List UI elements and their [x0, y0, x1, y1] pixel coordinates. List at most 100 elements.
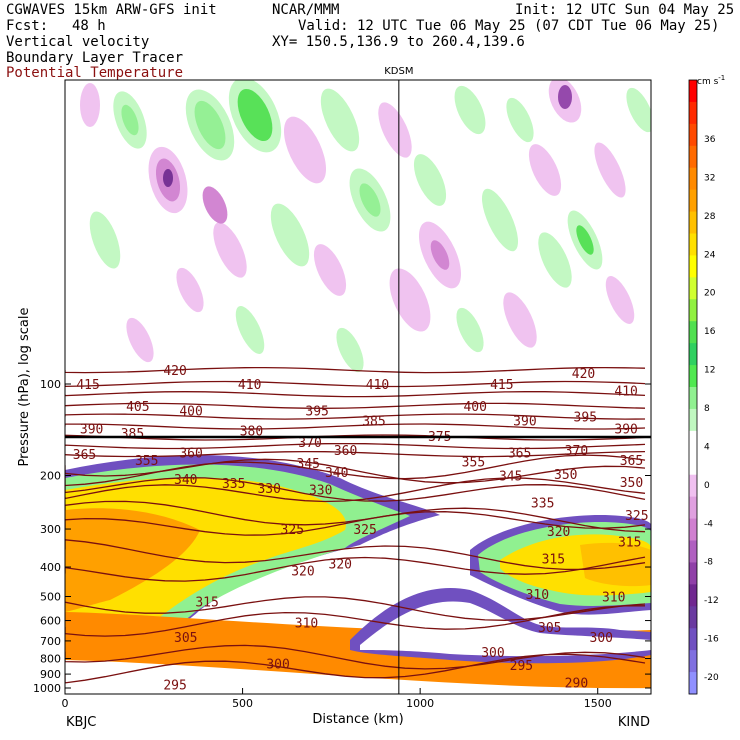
station-marker-label: KDSM: [384, 66, 413, 77]
y-tick-label: 500: [40, 590, 61, 603]
theta-label: 405: [126, 400, 149, 415]
colorbar-swatch: [689, 233, 697, 256]
theta-label: 395: [574, 411, 597, 426]
theta-label: 305: [538, 621, 561, 636]
theta-label: 290: [565, 677, 588, 692]
colorbar-label: -12: [704, 596, 719, 606]
x-tick-label: 0: [62, 697, 69, 710]
theta-label: 350: [554, 468, 577, 483]
colorbar-swatch: [689, 452, 697, 476]
theta-label: 300: [481, 646, 504, 661]
x-tick-label: 1000: [406, 697, 434, 710]
init-time: Init: 12 UTC Sun 04 May 25: [515, 2, 735, 18]
theta-label: 340: [174, 473, 197, 488]
theta-label: 315: [195, 596, 218, 611]
field-boundary-layer-tracer: Boundary Layer Tracer: [6, 50, 184, 66]
theta-label: 420: [572, 367, 595, 382]
theta-label: 390: [513, 415, 536, 430]
theta-contour: [65, 454, 646, 487]
theta-label: 305: [174, 631, 197, 646]
colorbar-label: 0: [704, 481, 710, 491]
theta-label: 325: [625, 509, 648, 524]
theta-contour: [65, 391, 646, 398]
colorbar-swatch: [689, 321, 697, 344]
theta-label: 410: [366, 378, 389, 393]
x-axis: 0 500 1000 1500: [62, 688, 612, 710]
colorbar-swatch: [689, 167, 697, 191]
colorbar: 36 32 28 24 20 16 12 8 4 0 -4 -8 -12 -16 -20: [688, 79, 719, 695]
theta-label: 335: [531, 496, 554, 511]
theta-label: 385: [362, 415, 385, 430]
plot-frame: [64, 79, 652, 695]
theta-label: 325: [281, 523, 304, 538]
theta-label: 385: [121, 427, 144, 442]
theta-label: 350: [620, 476, 643, 491]
potential-temperature-labels: 415 420 410 415 420 410 405 400 410 395 400 395 390 3…: [73, 364, 649, 694]
theta-label: 360: [334, 444, 357, 459]
valid-time: Valid: 12 UTC Tue 06 May 25 (07 CDT Tue …: [298, 18, 720, 34]
colorbar-swatch: [689, 474, 697, 498]
theta-contour: [65, 366, 646, 374]
colorbar-swatch: [689, 430, 697, 454]
colorbar-swatch: [689, 255, 697, 278]
theta-label: 370: [298, 436, 321, 451]
theta-label: 310: [295, 617, 318, 632]
colorbar-swatch: [689, 584, 697, 607]
y-axis-label: Pressure (hPa), log scale: [17, 308, 32, 467]
y-tick-label: 400: [40, 561, 61, 574]
theta-contour: [65, 450, 646, 458]
theta-label: 400: [463, 400, 486, 415]
theta-label: 300: [266, 657, 289, 672]
theta-contour: [65, 442, 646, 450]
colorbar-label: 4: [704, 442, 710, 452]
y-tick-label: 300: [40, 523, 61, 536]
colorbar-swatch: [689, 343, 697, 366]
colorbar-label: -16: [704, 635, 719, 645]
field-vertical-velocity: Vertical velocity: [6, 34, 150, 50]
theta-contour: [65, 423, 646, 430]
theta-contour: [65, 511, 646, 536]
colorbar-label: -4: [704, 519, 713, 529]
theta-label: 340: [325, 466, 348, 481]
theta-label: 360: [179, 446, 202, 461]
theta-label: 310: [526, 588, 549, 603]
y-tick-label: 100: [40, 378, 61, 391]
theta-contour: [65, 556, 646, 582]
theta-label: 380: [240, 424, 263, 439]
colorbar-swatch: [689, 650, 697, 673]
theta-label: 330: [309, 483, 332, 498]
y-tick-label: 900: [40, 668, 61, 681]
theta-label: 400: [179, 404, 202, 419]
colorbar-swatch: [689, 387, 697, 410]
y-tick-label: 700: [40, 635, 61, 648]
colorbar-swatch: [689, 518, 697, 541]
theta-contour: [65, 380, 646, 388]
colorbar-unit: cm s-1: [697, 74, 725, 87]
theta-label: 310: [602, 590, 625, 605]
theta-contour: [65, 539, 646, 571]
org-label: NCAR/MMM: [272, 2, 340, 18]
theta-contour: [65, 477, 646, 502]
theta-label: 295: [163, 679, 186, 694]
x-axis-label: Distance (km): [312, 712, 403, 727]
theta-label: 325: [353, 523, 376, 538]
theta-label: 345: [297, 457, 320, 472]
theta-label: 300: [590, 631, 613, 646]
theta-label: 295: [510, 659, 533, 674]
theta-label: 345: [499, 470, 522, 485]
theta-label: 355: [135, 454, 158, 469]
theta-label: 320: [329, 558, 352, 573]
colorbar-swatch: [689, 145, 697, 169]
theta-contour: [65, 434, 646, 441]
colorbar-swatch: [689, 672, 697, 695]
field-potential-temperature: Potential Temperature: [6, 65, 184, 81]
theta-label: 335: [222, 477, 245, 492]
theta-label: 320: [547, 525, 570, 540]
colorbar-swatch: [689, 540, 697, 563]
theta-label: 315: [618, 536, 641, 551]
colorbar-swatch: [689, 211, 697, 234]
colorbar-swatch: [689, 562, 697, 585]
theta-label: 390: [614, 422, 637, 437]
theta-contour: [65, 605, 645, 637]
